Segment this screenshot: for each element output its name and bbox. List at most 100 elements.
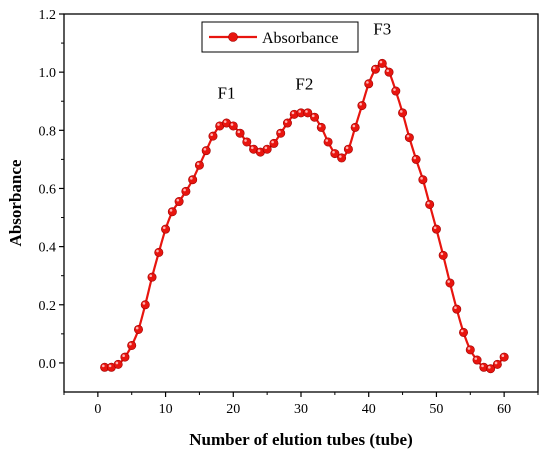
x-tick-label: 20 <box>226 402 240 417</box>
y-tick-label: 0.8 <box>39 124 57 139</box>
data-point <box>411 154 421 164</box>
x-axis-title: Number of elution tubes (tube) <box>189 430 413 449</box>
data-point <box>492 359 502 369</box>
legend: Absorbance <box>201 21 359 53</box>
data-point-highlight <box>447 280 450 283</box>
data-point <box>370 64 380 74</box>
data-point-highlight <box>284 120 288 123</box>
data-point-highlight <box>454 306 457 310</box>
data-point <box>188 175 198 185</box>
data-point <box>404 133 414 143</box>
data-point <box>445 278 455 288</box>
data-point-highlight <box>311 114 315 118</box>
data-points <box>100 58 509 374</box>
data-point-highlight <box>169 209 173 212</box>
data-point-highlight <box>196 162 200 166</box>
data-point-highlight <box>264 146 268 150</box>
data-point-highlight <box>474 357 478 360</box>
peak-label-f1: F1 <box>218 83 236 102</box>
data-point-highlight <box>494 361 498 365</box>
legend-marker-icon <box>228 32 238 42</box>
data-point <box>161 224 171 234</box>
data-point-highlight <box>115 361 119 365</box>
data-point <box>140 300 150 310</box>
y-tick-label: 1.2 <box>39 8 57 23</box>
data-point <box>269 138 279 148</box>
data-point-highlight <box>237 130 241 134</box>
data-point <box>282 118 292 128</box>
data-point-highlight <box>108 364 112 368</box>
data-point-highlight <box>271 140 274 144</box>
data-point <box>459 327 469 337</box>
data-point <box>113 359 123 369</box>
data-point-highlight <box>183 188 186 192</box>
data-point-highlight <box>102 364 105 368</box>
data-point <box>391 86 401 96</box>
x-tick-label: 60 <box>497 402 511 417</box>
data-point <box>228 121 238 131</box>
data-point-highlight <box>372 66 376 70</box>
data-point <box>242 137 252 147</box>
data-point <box>181 186 191 196</box>
data-point-highlight <box>427 201 430 205</box>
data-point-highlight <box>386 69 390 73</box>
data-point-highlight <box>406 134 410 138</box>
data-point-highlight <box>359 102 362 106</box>
data-point <box>276 128 286 138</box>
peak-annotations: F1 F2 F3 <box>218 19 392 102</box>
data-point <box>262 144 272 154</box>
data-point-highlight <box>345 146 349 150</box>
data-point-highlight <box>413 156 417 160</box>
data-point <box>418 175 428 185</box>
data-point-highlight <box>217 123 220 126</box>
data-point <box>377 58 387 68</box>
data-point <box>343 144 353 154</box>
data-point <box>120 352 130 362</box>
data-point <box>350 122 360 132</box>
data-point-highlight <box>366 81 369 84</box>
data-point-highlight <box>142 302 146 305</box>
x-tick-label: 30 <box>294 402 308 417</box>
data-point-highlight <box>325 139 329 142</box>
data-point-highlight <box>156 249 159 253</box>
absorbance-line <box>104 62 505 371</box>
data-point-highlight <box>230 123 234 126</box>
data-point <box>465 345 475 355</box>
data-point <box>499 352 509 362</box>
data-point-highlight <box>467 347 471 350</box>
y-tick-label: 1.0 <box>39 66 57 81</box>
data-point-highlight <box>257 149 261 153</box>
data-point <box>337 153 347 163</box>
data-point <box>147 272 157 282</box>
legend-label: Absorbance <box>262 30 338 47</box>
data-point-highlight <box>298 110 302 113</box>
data-point-highlight <box>332 150 335 154</box>
data-point <box>235 128 245 138</box>
data-point-highlight <box>291 111 295 115</box>
data-point <box>364 79 374 89</box>
data-point-highlight <box>481 364 484 368</box>
data-point <box>174 197 184 207</box>
data-point-highlight <box>501 354 505 358</box>
y-tick-label: 0.0 <box>39 357 57 372</box>
data-point <box>323 137 333 147</box>
data-point <box>201 146 211 156</box>
data-point-highlight <box>162 226 166 230</box>
x-tick-label: 50 <box>429 402 443 417</box>
data-point-highlight <box>210 133 213 137</box>
axis-tick-labels: 0 10 20 30 40 50 60 0.0 0.2 0.4 0.6 0.8 1.0 1.2 <box>39 8 512 417</box>
x-tick-label: 10 <box>159 402 173 417</box>
data-point-highlight <box>399 110 403 113</box>
y-tick-label: 0.2 <box>39 299 57 314</box>
data-point-highlight <box>135 326 139 330</box>
data-point <box>357 101 367 111</box>
data-point-highlight <box>149 274 153 278</box>
data-point <box>127 340 137 350</box>
data-point-highlight <box>488 366 491 369</box>
data-point-highlight <box>440 252 444 256</box>
data-point-highlight <box>352 124 356 128</box>
data-point-highlight <box>176 198 180 202</box>
data-point <box>208 131 218 141</box>
data-point <box>384 67 394 77</box>
